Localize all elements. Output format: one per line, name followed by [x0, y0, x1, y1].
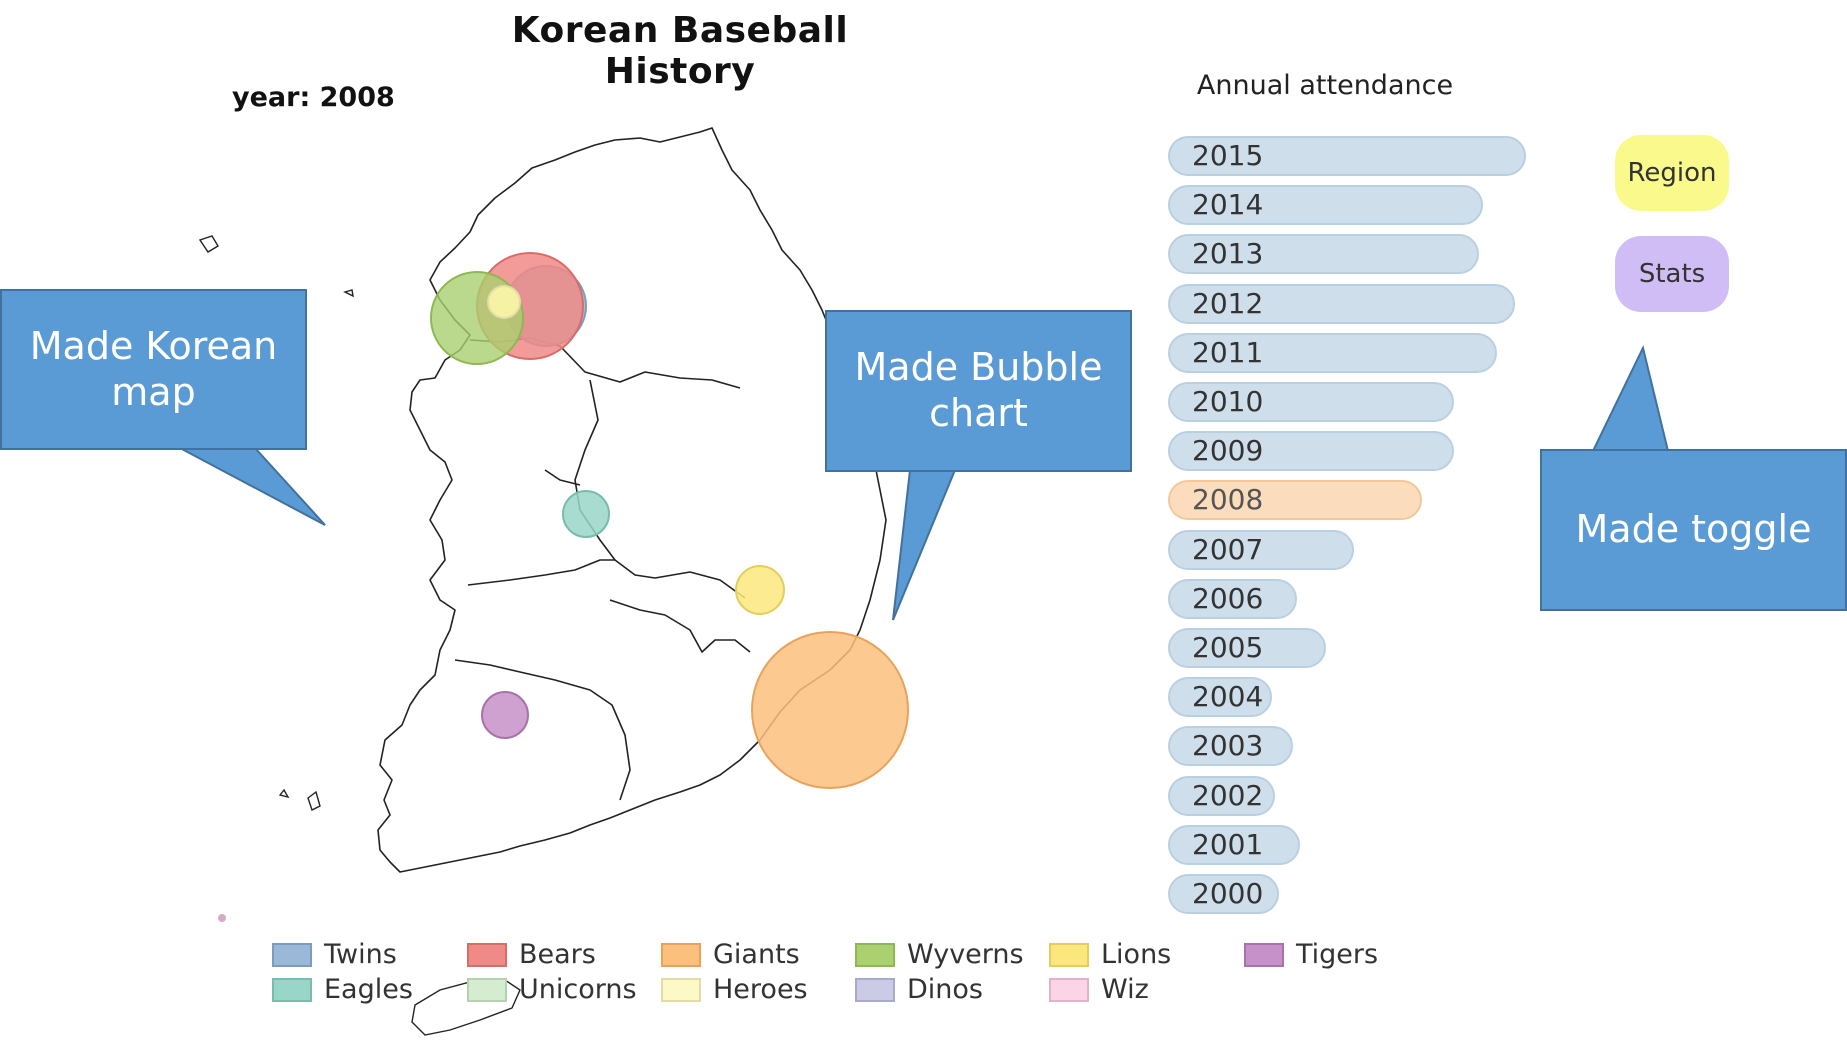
- legend-label: Wyverns: [907, 939, 1024, 970]
- page-title: Korean Baseball History: [511, 10, 849, 92]
- toggle-region-button[interactable]: Region: [1615, 135, 1729, 211]
- year-label: year: 2008: [232, 82, 395, 113]
- year-pill-2001[interactable]: 2001: [1168, 824, 1300, 865]
- legend-label: Wiz: [1101, 974, 1149, 1005]
- legend-swatch: [467, 943, 507, 967]
- legend-label: Lions: [1101, 939, 1172, 970]
- legend-swatch: [661, 978, 701, 1002]
- island: [198, 235, 219, 253]
- island: [343, 289, 354, 298]
- legend-label: Dinos: [907, 974, 983, 1005]
- attendance-chart-title: Annual attendance: [1196, 70, 1454, 101]
- province-boundary: [454, 659, 631, 801]
- legend-swatch: [855, 978, 895, 1002]
- callout-bubble-pointer: [892, 469, 957, 621]
- legend-swatch: [1244, 943, 1284, 967]
- bubble-eagles[interactable]: [562, 490, 610, 538]
- year-pill-2003[interactable]: 2003: [1168, 726, 1293, 767]
- callout-toggle: Made toggle: [1540, 449, 1847, 611]
- bubble-heroes[interactable]: [487, 285, 521, 319]
- year-pill-2004[interactable]: 2004: [1168, 677, 1272, 718]
- legend-label: Giants: [713, 939, 800, 970]
- callout-map-pointer: [179, 447, 326, 526]
- legend-swatch: [467, 978, 507, 1002]
- year-pill-2015[interactable]: 2015: [1168, 136, 1526, 176]
- year-pill-2011[interactable]: 2011: [1168, 332, 1497, 373]
- bubble-giants[interactable]: [751, 631, 909, 789]
- year-pill-2002[interactable]: 2002: [1168, 775, 1275, 816]
- legend-label: Unicorns: [519, 974, 637, 1005]
- year-pill-2005[interactable]: 2005: [1168, 628, 1326, 668]
- province-boundary: [544, 469, 581, 486]
- year-pill-2010[interactable]: 2010: [1168, 382, 1454, 422]
- legend-swatch: [855, 943, 895, 967]
- legend-swatch: [1049, 943, 1089, 967]
- year-pill-2012[interactable]: 2012: [1168, 283, 1515, 324]
- legend-label: Heroes: [713, 974, 808, 1005]
- island: [278, 788, 290, 799]
- legend-swatch: [272, 943, 312, 967]
- bubble-lions[interactable]: [735, 565, 785, 615]
- year-pill-2008[interactable]: 2008: [1168, 480, 1422, 521]
- map-dot: [218, 914, 226, 922]
- year-pill-2000[interactable]: 2000: [1168, 874, 1279, 914]
- year-pill-2013[interactable]: 2013: [1168, 234, 1479, 275]
- legend-label: Bears: [519, 939, 596, 970]
- legend-label: Tigers: [1296, 939, 1379, 970]
- callout-toggle-pointer: [1591, 345, 1670, 452]
- legend-label: Eagles: [324, 974, 413, 1005]
- legend-swatch: [1049, 978, 1089, 1002]
- bubble-chart: [430, 252, 909, 789]
- callout-map: Made Korean map: [0, 289, 307, 450]
- legend-swatch: [661, 943, 701, 967]
- jeju-island: [411, 979, 521, 1036]
- province-boundary: [574, 379, 746, 599]
- bubble-tigers[interactable]: [481, 691, 529, 739]
- province-boundary: [467, 559, 615, 586]
- peninsula-outline: [377, 127, 887, 873]
- year-pill-2014[interactable]: 2014: [1168, 185, 1483, 226]
- toggle-stats-button[interactable]: Stats: [1615, 236, 1729, 312]
- island: [307, 790, 321, 811]
- legend-label: Twins: [324, 939, 397, 970]
- year-pill-2006[interactable]: 2006: [1168, 578, 1297, 619]
- year-pill-2007[interactable]: 2007: [1168, 529, 1354, 570]
- islands: [198, 235, 521, 1036]
- province-boundary: [609, 599, 751, 653]
- year-pill-2009[interactable]: 2009: [1168, 431, 1454, 472]
- callout-bubble-chart: Made Bubble chart: [825, 310, 1132, 472]
- legend-swatch: [272, 978, 312, 1002]
